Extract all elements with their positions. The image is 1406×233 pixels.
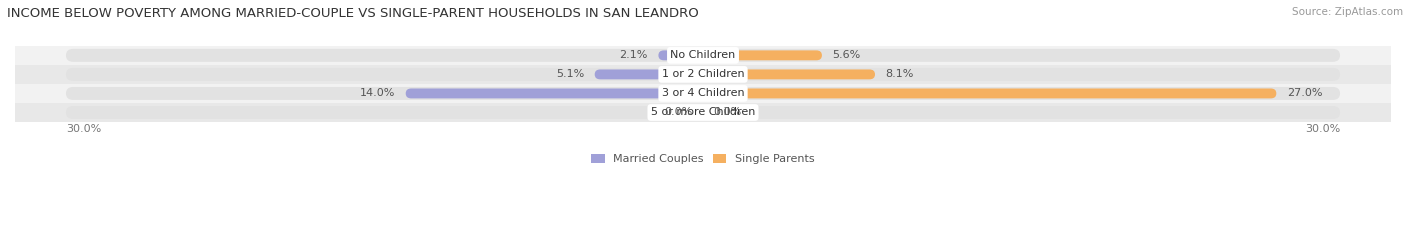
FancyBboxPatch shape: [658, 50, 703, 60]
Text: 2.1%: 2.1%: [620, 50, 648, 60]
Text: 5.6%: 5.6%: [832, 50, 860, 60]
FancyBboxPatch shape: [703, 89, 1277, 98]
Text: 8.1%: 8.1%: [886, 69, 914, 79]
Text: 27.0%: 27.0%: [1286, 89, 1323, 99]
Text: INCOME BELOW POVERTY AMONG MARRIED-COUPLE VS SINGLE-PARENT HOUSEHOLDS IN SAN LEA: INCOME BELOW POVERTY AMONG MARRIED-COUPL…: [7, 7, 699, 20]
FancyBboxPatch shape: [703, 68, 1340, 81]
Legend: Married Couples, Single Parents: Married Couples, Single Parents: [592, 154, 814, 164]
Text: 30.0%: 30.0%: [1305, 124, 1340, 134]
FancyBboxPatch shape: [703, 87, 1340, 100]
Bar: [15, 103, 1391, 122]
FancyBboxPatch shape: [703, 108, 735, 117]
FancyBboxPatch shape: [66, 49, 703, 62]
Bar: [15, 46, 1391, 65]
Text: No Children: No Children: [671, 50, 735, 60]
Text: Source: ZipAtlas.com: Source: ZipAtlas.com: [1292, 7, 1403, 17]
Text: 14.0%: 14.0%: [360, 89, 395, 99]
FancyBboxPatch shape: [703, 69, 875, 79]
FancyBboxPatch shape: [671, 108, 703, 117]
Text: 3 or 4 Children: 3 or 4 Children: [662, 89, 744, 99]
FancyBboxPatch shape: [66, 68, 703, 81]
Text: 0.0%: 0.0%: [664, 107, 692, 117]
Text: 30.0%: 30.0%: [66, 124, 101, 134]
Text: 5 or more Children: 5 or more Children: [651, 107, 755, 117]
Text: 5.1%: 5.1%: [555, 69, 583, 79]
FancyBboxPatch shape: [703, 49, 1340, 62]
FancyBboxPatch shape: [703, 106, 1340, 119]
Bar: [15, 65, 1391, 84]
Text: 0.0%: 0.0%: [714, 107, 742, 117]
Text: 1 or 2 Children: 1 or 2 Children: [662, 69, 744, 79]
FancyBboxPatch shape: [595, 69, 703, 79]
Bar: [15, 84, 1391, 103]
FancyBboxPatch shape: [66, 87, 703, 100]
FancyBboxPatch shape: [703, 50, 823, 60]
FancyBboxPatch shape: [66, 106, 703, 119]
FancyBboxPatch shape: [406, 89, 703, 98]
